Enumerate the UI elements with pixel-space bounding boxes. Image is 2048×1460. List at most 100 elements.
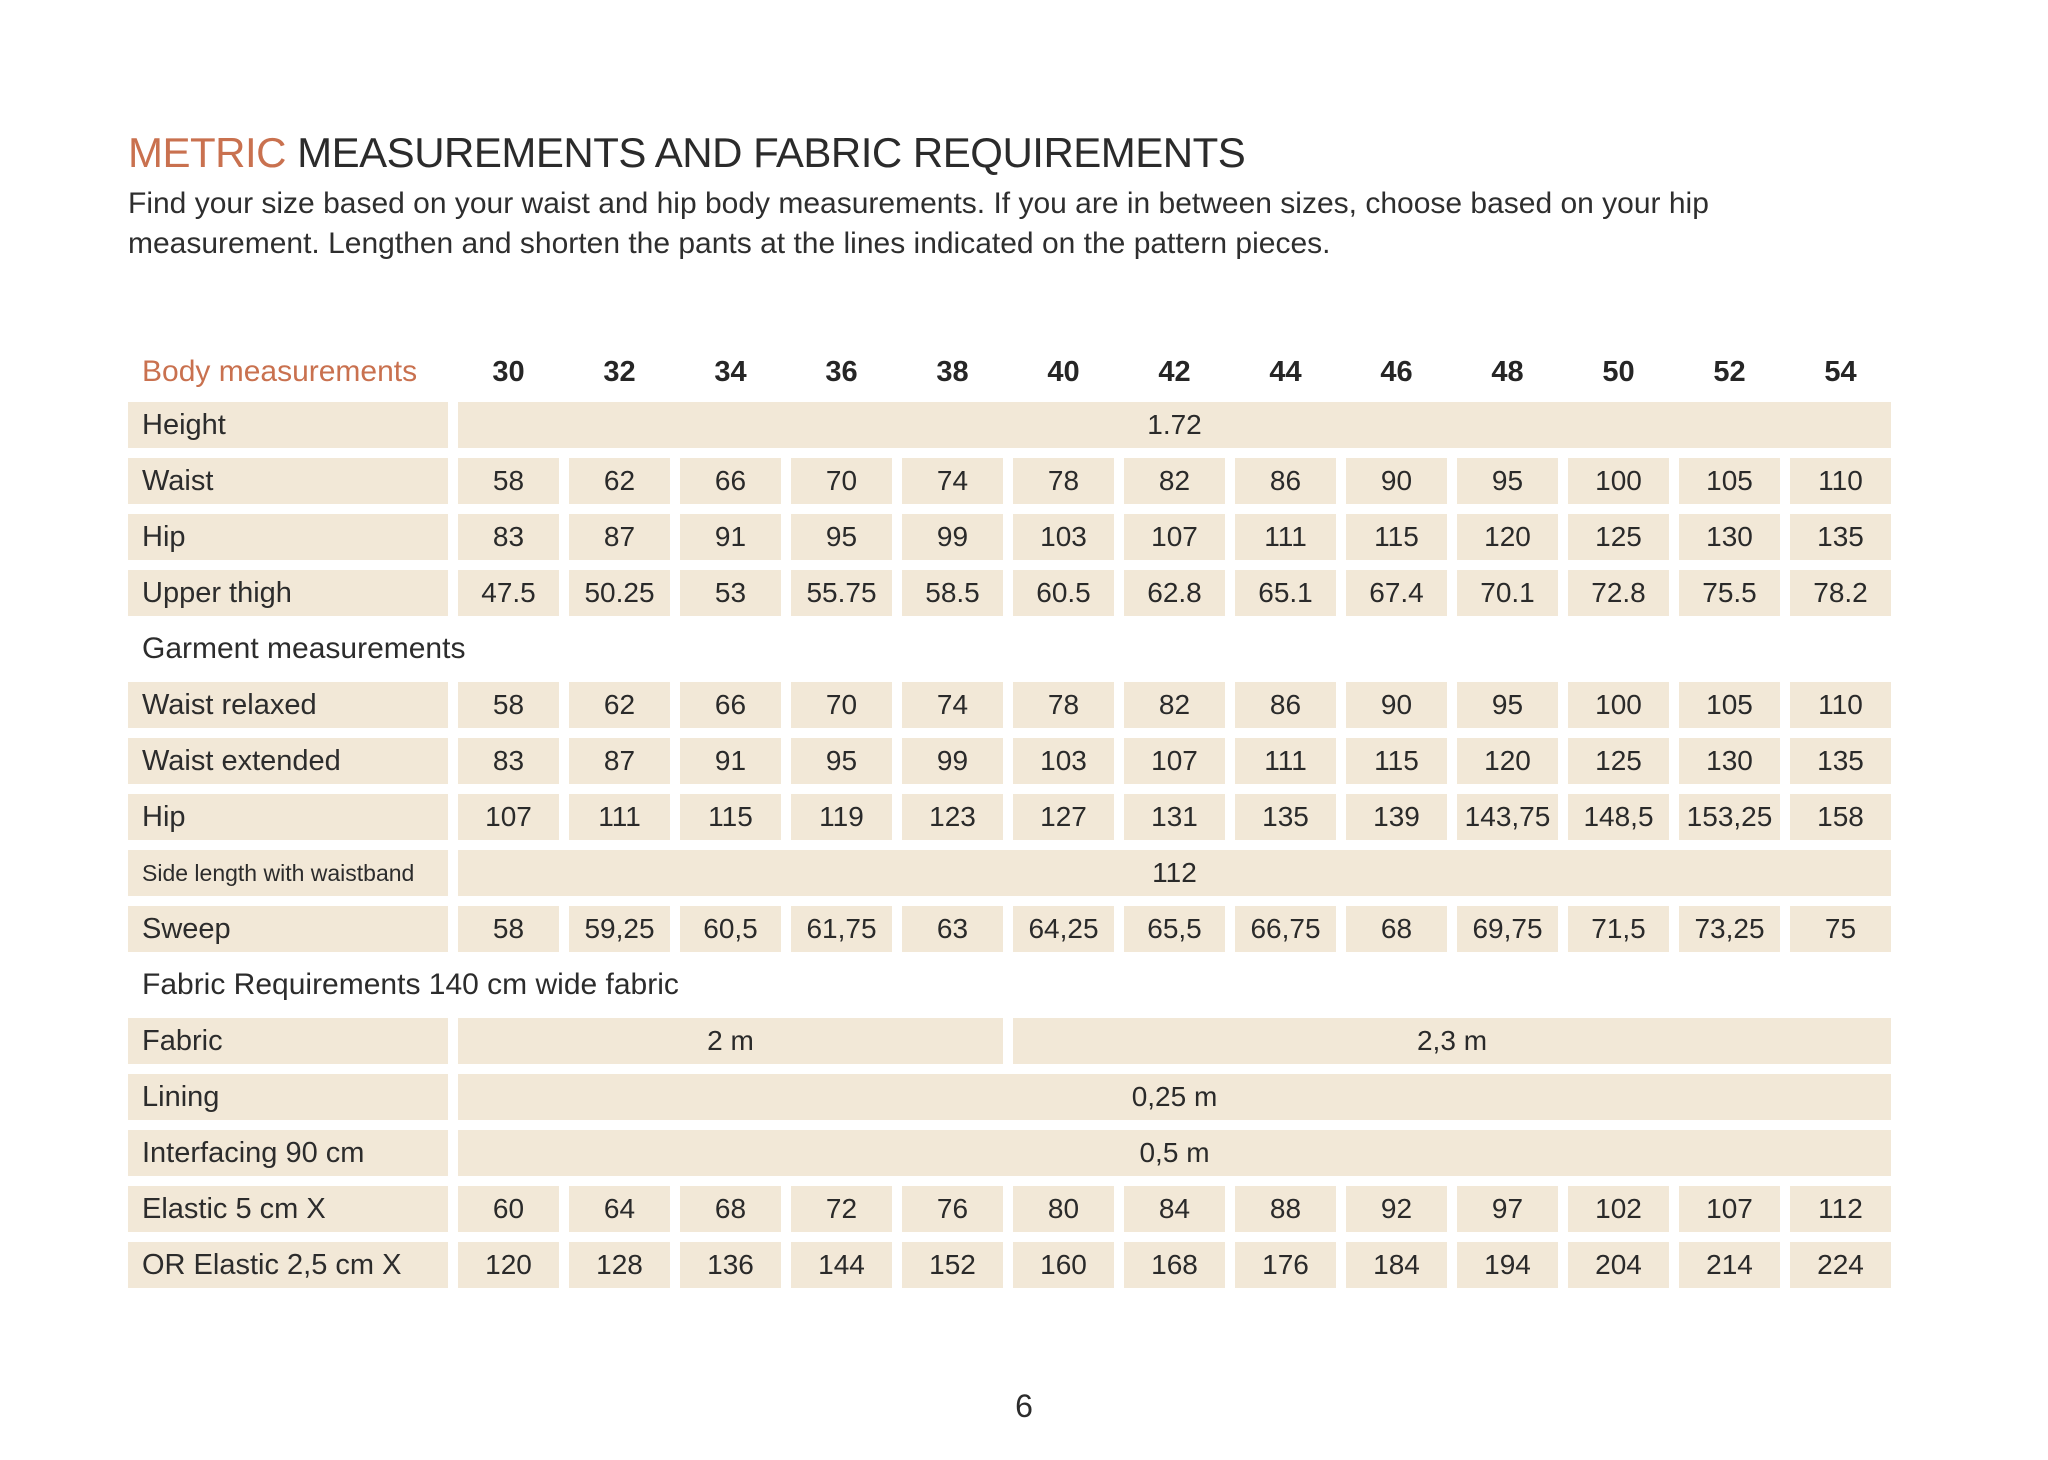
value-cell: 168: [1124, 1242, 1225, 1288]
value-cell: 144: [791, 1242, 892, 1288]
size-header: 46: [1380, 355, 1413, 388]
value-cell: 120: [1457, 514, 1558, 560]
table-row: Fabric 2 m 2,3 m: [128, 1018, 1891, 1064]
size-header-row: Body measurements 30 32 34 36 38 40 42 44 46 48 50…: [128, 352, 1891, 392]
intro-paragraph: Find your size based on your waist and h…: [128, 187, 1709, 260]
value-cell: 62: [569, 458, 670, 504]
value-cell: 64,25: [1013, 906, 1114, 952]
table-row: OR Elastic 2,5 cm X 120 128 136 144 152 160 168…: [128, 1242, 1891, 1288]
value-cell: 136: [680, 1242, 781, 1288]
value-cell: 107: [1124, 514, 1225, 560]
value-cell: 97: [1457, 1186, 1558, 1232]
value-cell: 70: [791, 458, 892, 504]
value-cell: 76: [902, 1186, 1003, 1232]
value-cell: 158: [1790, 794, 1891, 840]
value-cell: 64: [569, 1186, 670, 1232]
value-cell: 103: [1013, 514, 1114, 560]
value-cell: 71,5: [1568, 906, 1669, 952]
merged-value-cell: 2 m: [458, 1018, 1003, 1064]
value-cell: 58: [458, 682, 559, 728]
value-cell: 91: [680, 738, 781, 784]
size-header: 36: [825, 355, 858, 388]
value-cell: 75.5: [1679, 570, 1780, 616]
table-row: Elastic 5 cm X 60 64 68 72 76 80 84 88 92 97 102 107…: [128, 1186, 1891, 1232]
value-cell: 111: [1235, 514, 1336, 560]
section-row: Fabric Requirements 140 cm wide fabric: [128, 962, 1891, 1008]
row-label: Height: [128, 402, 448, 448]
value-cell: 135: [1790, 514, 1891, 560]
table-row: Hip 107 111 115 119 123 127 131 135 139 143,75 148,…: [128, 794, 1891, 840]
value-cell: 59,25: [569, 906, 670, 952]
size-header: 52: [1713, 355, 1746, 388]
value-cell: 95: [1457, 682, 1558, 728]
value-cell: 110: [1790, 682, 1891, 728]
value-cell: 67.4: [1346, 570, 1447, 616]
row-label: Side length with waistband: [128, 850, 448, 896]
value-cell: 130: [1679, 514, 1780, 560]
title-accent-word: METRIC: [128, 129, 287, 176]
value-cell: 70.1: [1457, 570, 1558, 616]
row-label: Lining: [128, 1074, 448, 1120]
value-cell: 120: [458, 1242, 559, 1288]
value-cell: 82: [1124, 458, 1225, 504]
size-header: 42: [1158, 355, 1191, 388]
value-cell: 84: [1124, 1186, 1225, 1232]
value-cell: 143,75: [1457, 794, 1558, 840]
value-cell: 83: [458, 738, 559, 784]
value-cell: 68: [1346, 906, 1447, 952]
value-cell: 75: [1790, 906, 1891, 952]
value-cell: 58: [458, 906, 559, 952]
page-title: METRIC MEASUREMENTS AND FABRIC REQUIREME…: [128, 132, 1928, 174]
value-cell: 99: [902, 514, 1003, 560]
value-cell: 176: [1235, 1242, 1336, 1288]
table-row: Waist extended 83 87 91 95 99 103 107 111 115 120 1…: [128, 738, 1891, 784]
value-cell: 100: [1568, 682, 1669, 728]
value-cell: 87: [569, 738, 670, 784]
size-header: 34: [714, 355, 747, 388]
value-cell: 80: [1013, 1186, 1114, 1232]
row-label: Hip: [128, 514, 448, 560]
value-cell: 62.8: [1124, 570, 1225, 616]
value-cell: 214: [1679, 1242, 1780, 1288]
value-cell: 107: [1679, 1186, 1780, 1232]
value-cell: 74: [902, 458, 1003, 504]
value-cell: 95: [1457, 458, 1558, 504]
value-cell: 78: [1013, 458, 1114, 504]
value-cell: 86: [1235, 458, 1336, 504]
section-row: Garment measurements: [128, 626, 1891, 672]
value-cell: 120: [1457, 738, 1558, 784]
value-cell: 112: [1790, 1186, 1891, 1232]
value-cell: 102: [1568, 1186, 1669, 1232]
value-cell: 131: [1124, 794, 1225, 840]
value-cell: 110: [1790, 458, 1891, 504]
row-label: Sweep: [128, 906, 448, 952]
value-cell: 135: [1235, 794, 1336, 840]
measurements-table: Body measurements 30 32 34 36 38 40 42 44 46 48 50…: [118, 342, 1901, 1298]
value-cell: 125: [1568, 514, 1669, 560]
value-cell: 135: [1790, 738, 1891, 784]
value-cell: 92: [1346, 1186, 1447, 1232]
row-label: Hip: [128, 794, 448, 840]
title-rest: MEASUREMENTS AND FABRIC REQUIREMENTS: [286, 129, 1246, 176]
value-cell: 204: [1568, 1242, 1669, 1288]
value-cell: 115: [680, 794, 781, 840]
table-row: Waist relaxed 58 62 66 70 74 78 82 86 90 95 100 105 1…: [128, 682, 1891, 728]
value-cell: 63: [902, 906, 1003, 952]
value-cell: 119: [791, 794, 892, 840]
value-cell: 58.5: [902, 570, 1003, 616]
value-cell: 130: [1679, 738, 1780, 784]
value-cell: 78.2: [1790, 570, 1891, 616]
value-cell: 184: [1346, 1242, 1447, 1288]
value-cell: 86: [1235, 682, 1336, 728]
table-row: Interfacing 90 cm 0,5 m: [128, 1130, 1891, 1176]
value-cell: 66: [680, 682, 781, 728]
merged-value-cell: 112: [458, 850, 1891, 896]
value-cell: 107: [458, 794, 559, 840]
value-cell: 53: [680, 570, 781, 616]
value-cell: 103: [1013, 738, 1114, 784]
size-header: 38: [936, 355, 969, 388]
row-label: Fabric: [128, 1018, 448, 1064]
page-number: 6: [1015, 1388, 1033, 1424]
size-header: 30: [492, 355, 525, 388]
